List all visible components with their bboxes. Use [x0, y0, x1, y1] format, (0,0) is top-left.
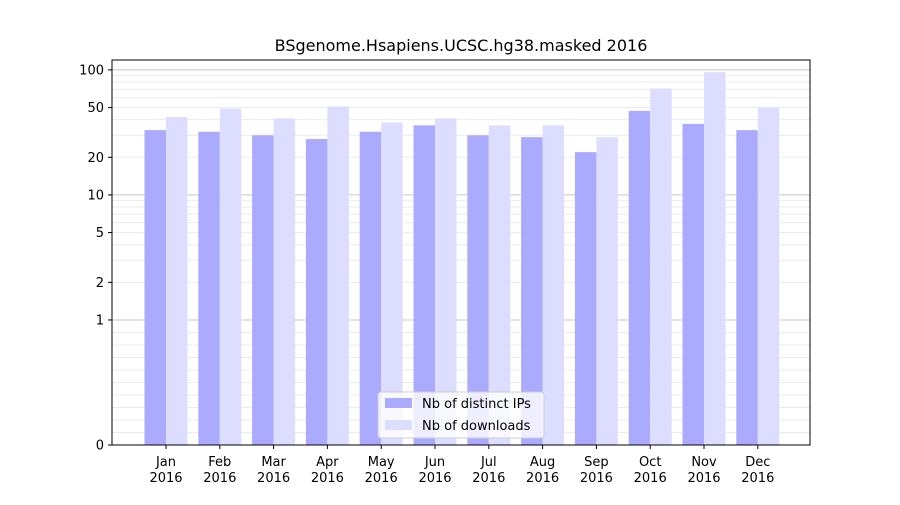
bar-downloads — [327, 106, 349, 445]
chart-title: BSgenome.Hsapiens.UCSC.hg38.masked 2016 — [275, 36, 648, 55]
legend-swatch-distinct-ips — [385, 398, 412, 408]
x-tick-label-year: 2016 — [526, 471, 559, 486]
bar-downloads — [166, 117, 188, 445]
bar-downloads — [542, 125, 565, 445]
legend-label-distinct-ips: Nb of distinct IPs — [422, 397, 531, 412]
legend: Nb of distinct IPs Nb of downloads — [377, 391, 545, 439]
bar-distinct-ips — [521, 137, 543, 445]
bar-distinct-ips — [682, 123, 704, 445]
x-tick-label-month: Jun — [424, 455, 445, 470]
bar-distinct-ips — [736, 130, 758, 445]
legend-swatch-downloads — [385, 420, 412, 430]
x-tick-label-year: 2016 — [365, 471, 398, 486]
bar-downloads — [435, 118, 457, 445]
y-tick-label: 20 — [87, 151, 104, 166]
bars-layer — [144, 72, 780, 446]
x-tick-label-year: 2016 — [257, 471, 290, 486]
x-tick-label-month: Jan — [155, 455, 176, 470]
bar-distinct-ips — [198, 131, 220, 445]
ticks-layer: 0125102050100Jan2016Feb2016Mar2016Apr201… — [79, 63, 774, 486]
bar-downloads — [596, 137, 618, 445]
y-tick-label: 1 — [96, 313, 104, 328]
x-tick-label-year: 2016 — [418, 471, 451, 486]
x-tick-label-year: 2016 — [149, 471, 182, 486]
x-tick-label-month: Aug — [530, 455, 555, 470]
bar-distinct-ips — [359, 131, 382, 445]
x-tick-label-month: Apr — [316, 455, 339, 470]
x-tick-label-month: Mar — [261, 455, 286, 470]
bar-distinct-ips — [144, 130, 166, 445]
legend-label-downloads: Nb of downloads — [422, 419, 531, 434]
bar-distinct-ips — [252, 135, 274, 445]
x-tick-label-year: 2016 — [687, 471, 720, 486]
bar-downloads — [219, 108, 242, 445]
y-tick-label: 5 — [96, 226, 104, 241]
y-tick-label: 100 — [79, 63, 104, 78]
bar-downloads — [488, 125, 511, 445]
x-tick-label-month: Jul — [480, 455, 497, 470]
bar-downloads — [381, 122, 403, 445]
bar-distinct-ips — [305, 139, 328, 445]
y-tick-label: 2 — [96, 276, 104, 291]
bar-downloads — [650, 88, 672, 446]
x-tick-label-year: 2016 — [203, 471, 236, 486]
y-tick-label: 10 — [87, 188, 104, 203]
y-tick-label: 0 — [96, 439, 104, 454]
x-tick-label-month: Dec — [745, 455, 770, 470]
bar-downloads — [704, 72, 726, 445]
x-tick-label-year: 2016 — [311, 471, 344, 486]
x-tick-label-year: 2016 — [741, 471, 774, 486]
bar-distinct-ips — [574, 152, 597, 445]
x-tick-label-month: Nov — [691, 455, 717, 470]
x-tick-label-month: May — [368, 455, 395, 470]
bar-downloads — [273, 118, 296, 445]
x-tick-label-month: Feb — [208, 455, 231, 470]
x-tick-label-year: 2016 — [472, 471, 505, 486]
x-tick-label-month: Oct — [639, 455, 661, 470]
x-tick-label-month: Sep — [584, 455, 609, 470]
bar-distinct-ips — [467, 135, 489, 445]
x-tick-label-year: 2016 — [580, 471, 613, 486]
bar-distinct-ips — [413, 125, 435, 445]
legend-box — [377, 391, 545, 439]
bar-distinct-ips — [628, 110, 651, 445]
plot-frame — [111, 59, 811, 446]
x-tick-label-year: 2016 — [634, 471, 667, 486]
bar-downloads — [757, 107, 780, 446]
y-tick-label: 50 — [87, 101, 104, 116]
